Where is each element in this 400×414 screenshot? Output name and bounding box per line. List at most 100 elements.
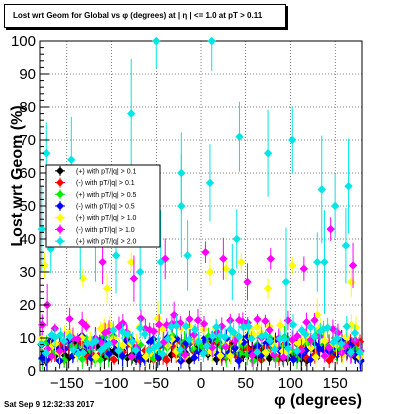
data-point-6 <box>73 334 82 344</box>
data-point-7 <box>313 257 322 267</box>
data-point-5 <box>306 343 316 352</box>
data-point-6 <box>118 318 128 328</box>
legend-marker <box>56 178 64 187</box>
legend-entry: (-) with pT/|q| > 1.0 <box>76 227 135 234</box>
y-tick-label: 10 <box>19 330 36 347</box>
data-point-7 <box>261 331 270 340</box>
data-point-4 <box>189 353 199 362</box>
data-point-7 <box>67 155 76 164</box>
data-point-7 <box>199 349 208 358</box>
data-point-6 <box>201 248 210 257</box>
y-tick-label: 50 <box>19 198 36 215</box>
data-point-4 <box>172 334 181 344</box>
x-tick-label: 50 <box>237 375 254 392</box>
data-point-6 <box>266 254 275 263</box>
data-point-6 <box>288 335 297 345</box>
data-point-6 <box>154 320 164 329</box>
data-point-6 <box>208 343 217 352</box>
data-point-7 <box>50 333 60 342</box>
data-point-7 <box>202 341 212 351</box>
data-point-7 <box>263 149 273 158</box>
data-point-7 <box>320 257 329 267</box>
data-point-7 <box>176 345 185 354</box>
data-point-7 <box>288 320 298 330</box>
data-point-5 <box>91 353 100 362</box>
data-point-5 <box>351 323 361 332</box>
data-point-5 <box>105 321 115 330</box>
y-tick-label: 100 <box>11 33 36 50</box>
data-point-3 <box>235 349 244 358</box>
y-tick-label: 40 <box>19 231 36 248</box>
data-point-5 <box>40 261 49 270</box>
data-point-6 <box>213 328 222 337</box>
data-point-4 <box>346 341 356 350</box>
legend-marker <box>56 225 64 234</box>
x-tick-label: 0 <box>197 375 205 392</box>
data-point-7 <box>65 332 75 341</box>
data-point-5 <box>341 332 351 342</box>
data-point-7 <box>59 336 69 346</box>
data-point-7 <box>37 339 46 349</box>
data-point-5 <box>127 257 136 267</box>
data-point-7 <box>114 346 123 356</box>
data-point-7 <box>111 251 121 260</box>
data-point-4 <box>243 332 252 341</box>
data-point-7 <box>156 257 165 267</box>
data-point-4 <box>118 351 127 361</box>
y-tick-label: 80 <box>19 99 36 116</box>
legend-marker <box>56 190 64 199</box>
data-point-6 <box>221 342 230 351</box>
data-point-5 <box>216 351 225 360</box>
legend-marker <box>56 237 64 246</box>
data-point-6 <box>219 254 228 263</box>
x-tick-label: −50 <box>144 375 169 392</box>
data-point-5 <box>320 336 329 346</box>
data-point-6 <box>279 353 288 362</box>
data-point-7 <box>123 330 132 339</box>
data-point-7 <box>69 345 78 354</box>
data-point-7 <box>284 344 293 353</box>
data-point-7 <box>310 332 319 341</box>
data-point-7 <box>42 149 51 158</box>
data-point-6 <box>326 224 335 234</box>
data-point-7 <box>152 36 161 46</box>
legend: (+) with pT/|q| > 0.1 (-) with pT/|q| > 0… <box>45 164 161 248</box>
data-point-5 <box>118 341 128 350</box>
data-point-5 <box>153 314 163 323</box>
y-tick-label: 30 <box>19 264 36 281</box>
legend-entry: (+) with pT/|q| > 0.5 <box>76 192 137 199</box>
data-point-7 <box>177 201 186 211</box>
data-point-7 <box>244 322 253 331</box>
data-point-7 <box>342 322 351 331</box>
data-point-6 <box>265 325 274 335</box>
data-point-6 <box>217 322 226 331</box>
data-point-7 <box>181 322 191 331</box>
data-point-6 <box>136 314 146 323</box>
data-point-6 <box>82 322 91 331</box>
data-point-5 <box>221 264 231 273</box>
axes: −150 −100 −50 0 50 100 150 0 10 20 30 40 50 60 70 80 90 1… <box>11 33 359 392</box>
data-point-3 <box>96 355 105 364</box>
data-point-7 <box>79 348 88 358</box>
data-point-6 <box>114 322 124 332</box>
data-point-7 <box>83 339 92 348</box>
legend-entry: (-) with pT/|q| > 0.1 <box>76 180 135 187</box>
data-point-7 <box>265 336 275 346</box>
data-point-6 <box>261 316 270 326</box>
data-point-7 <box>37 224 46 234</box>
data-point-7 <box>332 334 342 343</box>
data-point-7 <box>247 334 256 343</box>
data-point-7 <box>184 335 194 344</box>
data-point-3 <box>149 354 158 363</box>
data-point-6 <box>324 343 334 352</box>
data-point-5 <box>78 274 88 283</box>
x-axis-label: φ (degrees) <box>274 392 362 409</box>
data-point-7 <box>355 348 365 357</box>
data-point-6 <box>302 318 311 327</box>
legend-entry: (+) with pT/|q| > 1.0 <box>76 215 137 222</box>
data-point-4 <box>176 356 186 366</box>
data-point-7 <box>167 322 176 331</box>
data-point-7 <box>128 337 137 347</box>
data-point-7 <box>190 325 200 334</box>
data-point-5 <box>261 348 270 357</box>
